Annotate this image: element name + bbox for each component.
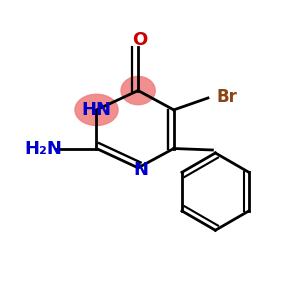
Ellipse shape (75, 94, 118, 125)
Text: O: O (132, 31, 147, 49)
Ellipse shape (121, 76, 155, 105)
Text: Br: Br (217, 88, 238, 106)
Text: N: N (134, 161, 148, 179)
Text: HN: HN (82, 101, 112, 119)
Text: H₂N: H₂N (24, 140, 62, 158)
